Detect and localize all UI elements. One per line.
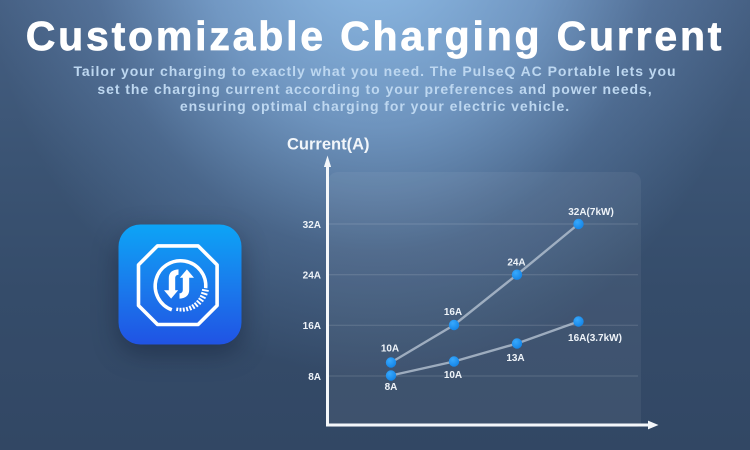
svg-text:32A(7kW): 32A(7kW): [568, 207, 614, 218]
svg-text:16A: 16A: [303, 321, 321, 332]
svg-text:13A: 13A: [506, 353, 524, 364]
svg-text:16A(3.7kW): 16A(3.7kW): [568, 333, 622, 344]
svg-text:10A: 10A: [444, 370, 462, 381]
svg-text:24A: 24A: [303, 271, 321, 282]
svg-text:16A: 16A: [444, 307, 462, 318]
svg-text:Current(A): Current(A): [287, 135, 370, 153]
svg-text:8A: 8A: [308, 372, 321, 383]
svg-text:10A: 10A: [381, 343, 399, 354]
svg-text:24A: 24A: [507, 257, 525, 268]
svg-text:32A: 32A: [303, 220, 321, 231]
svg-text:8A: 8A: [385, 382, 398, 393]
